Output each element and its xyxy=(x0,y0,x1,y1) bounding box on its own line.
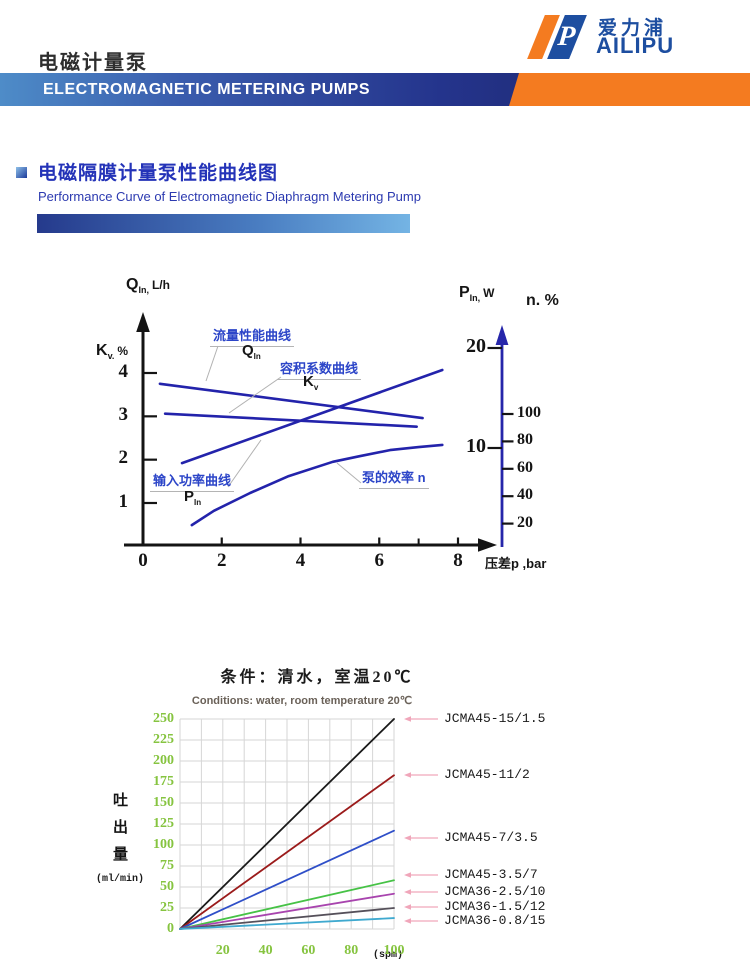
chart1-n-tick-label: 60 xyxy=(517,458,533,476)
chart2-y-axis-title: 吐出量 xyxy=(111,792,127,873)
chart2-y-tick-label: 25 xyxy=(160,900,174,915)
chart2-y-tick-label: 250 xyxy=(153,711,174,726)
chart2-y-axis-unit: (ml/min) xyxy=(96,874,145,885)
legend-label: JCMA36-2.5/10 xyxy=(444,884,546,899)
chart1-p-tick-label: 20 xyxy=(466,335,486,357)
chart2-x-tick-label: 80 xyxy=(344,943,359,958)
chart1-n-tick-label: 80 xyxy=(517,431,533,449)
chart1-power-axis-label: PIn, W xyxy=(459,284,495,304)
chart2-condition-subtitle: Conditions: water, room temperature 20℃ xyxy=(191,695,413,707)
curve-qin xyxy=(158,382,424,420)
logo-text-english: AILIPU xyxy=(596,33,675,58)
chart2-line xyxy=(179,879,395,930)
legend-leader-arrow xyxy=(404,872,411,878)
logo-text-chinese: 爱力浦 xyxy=(598,18,668,39)
section-title-chinese: 电磁隔膜计量泵性能曲线图 xyxy=(38,163,279,184)
legend-label: JCMA36-1.5/12 xyxy=(444,899,546,914)
chart1-efficiency-axis-label: n. % xyxy=(526,292,559,309)
banner-blue-stripe xyxy=(0,73,519,106)
chart2-x-tick-label: 60 xyxy=(301,943,316,958)
flow-curve-symbol: QIn xyxy=(242,342,261,361)
chart1-y-axis-arrow xyxy=(136,312,150,332)
legend-leader-arrow xyxy=(404,835,411,841)
section-gradient-bar xyxy=(37,214,410,233)
page-title: 电磁计量泵 xyxy=(38,52,148,74)
chart2-x-tick-label: 40 xyxy=(258,943,273,958)
chart2-y-tick-label: 0 xyxy=(167,921,174,936)
chart1-flow-axis-label: QIn, L/h xyxy=(126,276,170,296)
chart1-kv-axis-label: Kv.% xyxy=(96,342,129,362)
banner-title: ELECTROMAGNETIC METERING PUMPS xyxy=(43,81,371,98)
chart1-n-tick-label: 20 xyxy=(517,513,533,531)
chart1-y-tick-label: 3 xyxy=(118,403,129,425)
annotation-leader xyxy=(205,345,219,382)
chart2-y-tick-label: 150 xyxy=(153,795,174,810)
chart2-x-axis-unit: (spm) xyxy=(373,950,404,961)
chart2-y-tick-label: 225 xyxy=(153,732,174,747)
chart1-x-axis-arrow xyxy=(478,538,497,552)
chart2-y-tick-label: 50 xyxy=(160,879,174,894)
chart1-p-tick-label: 10 xyxy=(466,435,486,457)
legend-label: JCMA36-0.8/15 xyxy=(444,913,546,928)
curve-pin xyxy=(180,368,444,465)
legend-leader-arrow xyxy=(404,904,411,910)
legend-leader-arrow xyxy=(404,918,411,924)
chart2-y-tick-label: 200 xyxy=(153,753,174,768)
volumetric-coefficient-curve-label: 容积系数曲线 xyxy=(277,358,362,380)
chart2-y-tick-label: 100 xyxy=(153,837,174,852)
chart2-y-tick-label: 125 xyxy=(153,816,174,831)
legend-label: JCMA45-3.5/7 xyxy=(444,867,538,882)
legend-label: JCMA45-11/2 xyxy=(444,767,530,782)
legend-leader-arrow xyxy=(404,716,411,722)
pump-efficiency-curve-label: 泵的效率 n xyxy=(359,467,429,489)
volumetric-coefficient-symbol: Kv xyxy=(303,373,319,392)
chart1-x-axis-title: 压差p ,bar xyxy=(485,556,547,571)
section-bullet-icon xyxy=(16,167,27,178)
chart1-x-tick-label: 0 xyxy=(138,550,148,571)
chart1-y-tick-label: 2 xyxy=(118,447,129,469)
chart1-x-tick-label: 4 xyxy=(295,550,306,571)
chart2-line xyxy=(179,774,395,930)
chart2-line xyxy=(179,718,395,930)
chart1-x-tick-label: 2 xyxy=(217,550,227,571)
annotation-leader xyxy=(228,376,282,414)
chart2-line xyxy=(179,917,395,930)
chart2-y-tick-label: 175 xyxy=(153,774,174,789)
chart2-y-tick-label: 75 xyxy=(160,858,174,873)
chart2-line xyxy=(179,892,395,930)
chart1-y-tick-label: 1 xyxy=(118,490,129,512)
curve-n xyxy=(190,443,444,527)
chart1-right-axis-arrow xyxy=(495,325,509,345)
chart1-n-tick-label: 100 xyxy=(517,404,541,421)
chart2-x-tick-label: 100 xyxy=(383,943,405,958)
flow-curve-label: 流量性能曲线 xyxy=(210,325,295,347)
annotation-leader xyxy=(336,462,362,484)
legend-label: JCMA45-15/1.5 xyxy=(444,711,546,726)
input-power-curve-label: 输入功率曲线 xyxy=(150,470,235,492)
logo-letter: P xyxy=(556,21,577,52)
input-power-symbol: PIn xyxy=(184,488,202,507)
chart1-n-tick-label: 40 xyxy=(517,486,533,504)
chart1-x-tick-label: 8 xyxy=(453,550,463,571)
curve-kv xyxy=(163,412,419,429)
annotation-leader xyxy=(227,439,262,488)
chart2-x-tick-label: 20 xyxy=(215,943,230,958)
chart1-y-tick-label: 4 xyxy=(118,360,129,382)
chart2-line xyxy=(179,829,395,930)
section-title-english: Performance Curve of Electromagnetic Dia… xyxy=(38,189,421,204)
ailipu-logo-icon: P xyxy=(527,13,587,61)
chart2-line xyxy=(179,907,395,930)
legend-leader-arrow xyxy=(404,772,411,778)
chart2-condition-title: 条件：清水，室温20℃ xyxy=(220,669,414,686)
legend-leader-arrow xyxy=(404,889,411,895)
legend-label: JCMA45-7/3.5 xyxy=(444,830,538,845)
chart1-x-tick-label: 6 xyxy=(374,550,385,571)
